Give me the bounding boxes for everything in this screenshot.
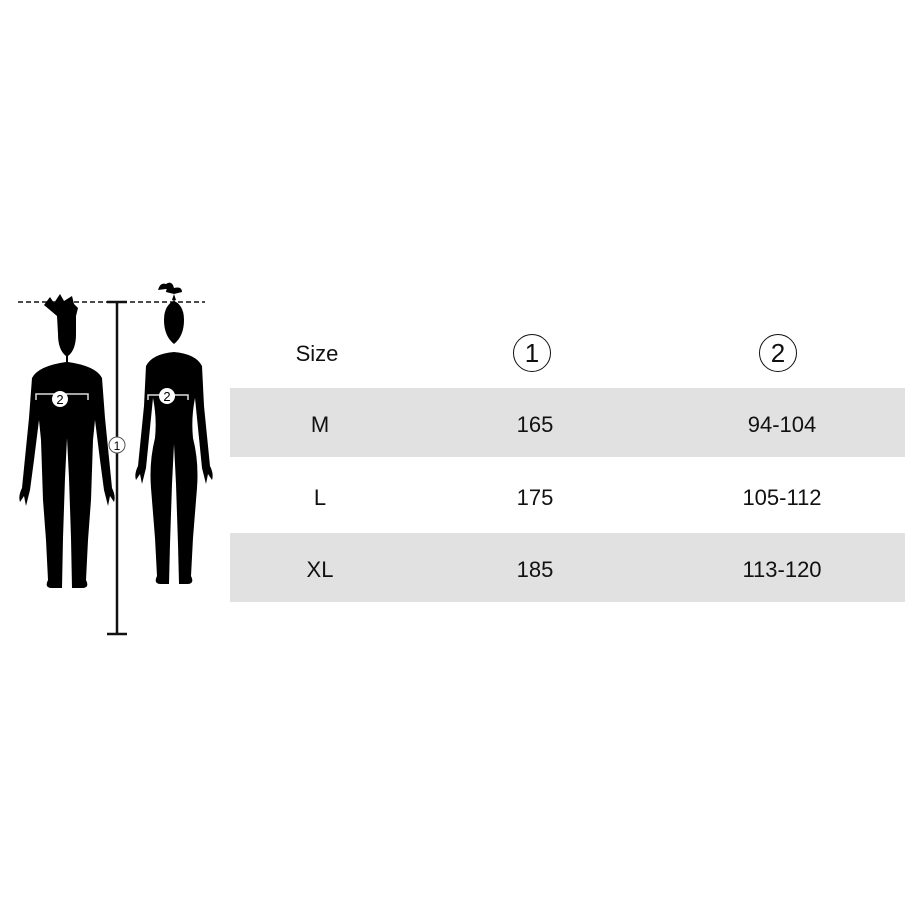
header-chest: 2 (678, 334, 878, 372)
height-cell: 185 (516, 557, 554, 582)
height-marker (108, 436, 126, 454)
height-ruler (107, 300, 127, 636)
header-height: 1 (432, 334, 632, 372)
size-cell: L (313, 485, 327, 510)
female-silhouette (135, 282, 213, 584)
male-chest-marker-label: 2 (56, 392, 63, 407)
chest-cell: 113-120 (742, 557, 822, 582)
male-silhouette (19, 294, 115, 588)
male-chest-marker (52, 391, 68, 407)
header-height-marker: 1 (513, 334, 551, 372)
header-chest-marker: 2 (759, 334, 797, 372)
female-chest-marker (159, 388, 175, 404)
female-chest-marker-label: 2 (163, 389, 170, 404)
chest-cell: 105-112 (742, 485, 822, 510)
row-band-m (230, 388, 905, 457)
size-cell: M (310, 412, 330, 437)
height-marker-label: 1 (114, 439, 121, 453)
header-size: Size (295, 341, 339, 366)
height-cell: 165 (516, 412, 554, 437)
body-measurement-figures: 2 2 1 (18, 282, 213, 636)
height-cell: 175 (516, 485, 554, 510)
row-band-xl (230, 533, 905, 602)
chest-cell: 94-104 (747, 412, 817, 437)
size-cell: XL (306, 557, 334, 582)
